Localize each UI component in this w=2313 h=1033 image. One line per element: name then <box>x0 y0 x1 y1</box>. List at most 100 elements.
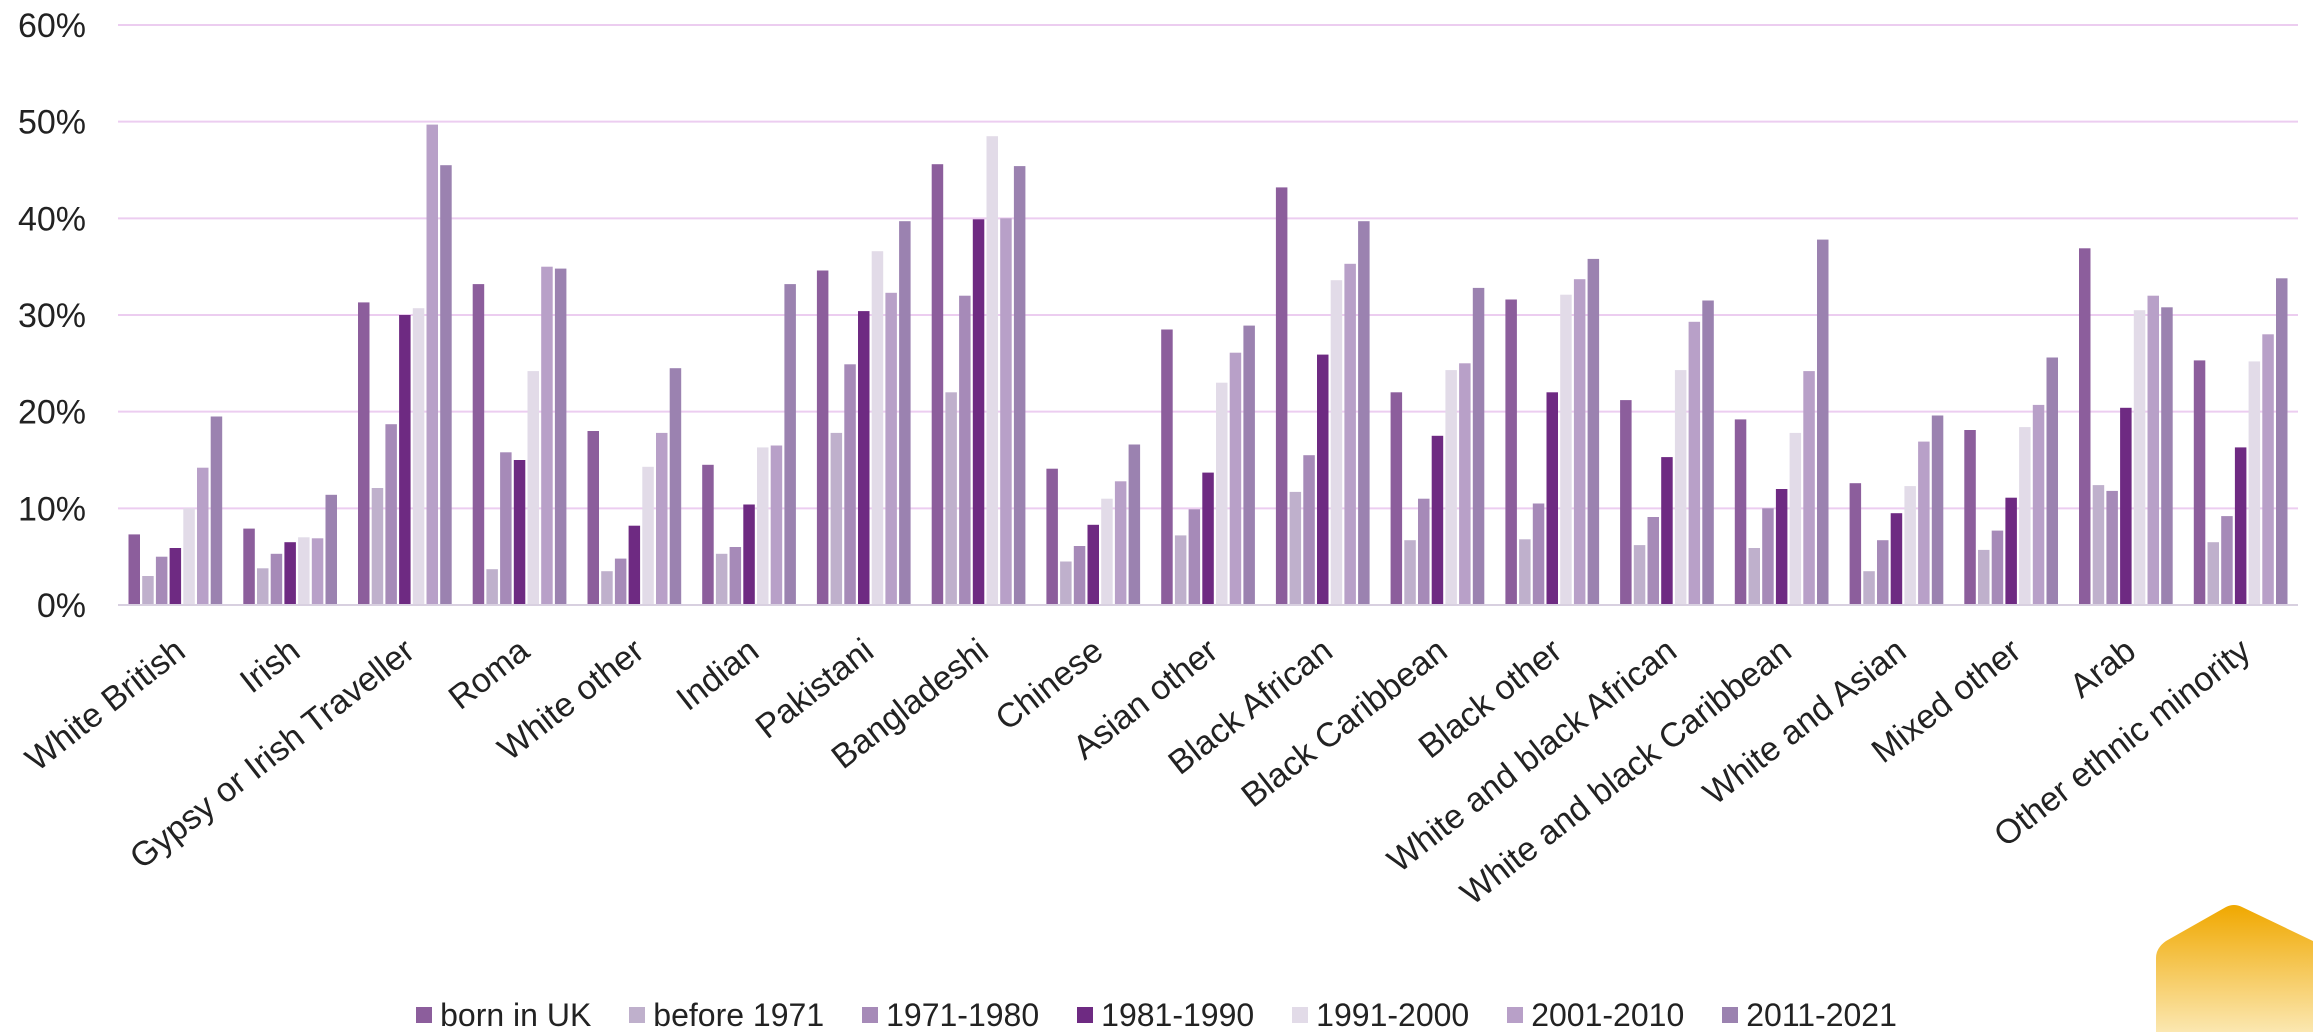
legend-swatch <box>862 1007 879 1023</box>
bar <box>500 452 512 605</box>
bar <box>1661 457 1673 605</box>
bar <box>1890 513 1903 605</box>
bar <box>1174 535 1187 605</box>
x-tick-label: Black Caribbean <box>1234 631 1454 815</box>
bar <box>1161 329 1173 605</box>
bar <box>1775 489 1788 605</box>
legend-swatch <box>1077 1007 1094 1023</box>
bar <box>972 219 985 606</box>
legend-item: 1991-2000 <box>1292 997 1469 1033</box>
bar <box>1674 370 1687 605</box>
bar <box>715 553 728 605</box>
bar <box>931 164 944 605</box>
bar <box>1344 263 1356 605</box>
bar <box>1978 549 1990 605</box>
legend-label: before 1971 <box>653 997 825 1033</box>
bar <box>243 528 255 605</box>
x-tick-label: White British <box>19 631 193 778</box>
bar <box>899 221 911 605</box>
bar <box>1073 546 1086 605</box>
bar <box>1418 498 1430 605</box>
bar <box>614 558 627 605</box>
bar <box>412 308 425 605</box>
bar <box>1289 491 1302 605</box>
bar <box>399 315 411 605</box>
bar <box>1472 287 1485 605</box>
bar <box>986 136 998 605</box>
legend-label: 2001-2010 <box>1531 997 1685 1033</box>
bar <box>541 266 553 605</box>
legend-item: 2011-2021 <box>1722 997 1897 1033</box>
bar <box>2161 307 2173 605</box>
bar <box>669 368 682 605</box>
bar <box>1633 545 1646 605</box>
bar <box>1904 486 1916 605</box>
bar <box>2248 361 2261 605</box>
bar <box>2262 334 2274 605</box>
legend-swatch <box>1292 1007 1309 1023</box>
y-tick-label: 30% <box>18 297 86 335</box>
bar <box>2207 542 2219 605</box>
x-tick-label: Arab <box>2063 631 2143 705</box>
bar <box>1114 481 1127 605</box>
bar <box>2032 404 2045 605</box>
bar <box>1877 540 1889 605</box>
bar <box>1013 166 1026 605</box>
bar <box>527 371 539 605</box>
bar <box>1762 508 1774 605</box>
legend-swatch <box>1722 1007 1739 1023</box>
bar <box>2147 295 2159 605</box>
bar <box>128 534 140 605</box>
bar <box>1000 218 1012 606</box>
bar <box>1702 300 1714 605</box>
bar <box>1803 371 1815 605</box>
bar <box>2193 360 2206 605</box>
bar <box>1188 509 1201 605</box>
bar <box>2106 490 2118 605</box>
y-tick-label: 50% <box>18 104 86 142</box>
legend-item: 1981-1990 <box>1077 997 1254 1033</box>
bar <box>729 547 742 605</box>
legend-item: before 1971 <box>629 997 824 1033</box>
bar <box>945 392 957 605</box>
bar <box>325 494 337 605</box>
bar <box>426 124 438 605</box>
bar <box>2221 516 2233 605</box>
bar <box>1931 415 1944 605</box>
bar <box>757 447 769 605</box>
bar <box>1243 325 1255 605</box>
bar <box>1734 419 1747 605</box>
y-axis-tick-labels: 0% 10% 20% 30% 40% 50% 60% <box>18 7 86 625</box>
bar <box>554 268 567 605</box>
bar <box>1445 370 1457 605</box>
bar <box>142 576 154 605</box>
bar <box>830 432 843 605</box>
legend-item: 1971-1980 <box>862 997 1039 1033</box>
bar <box>1087 524 1099 605</box>
y-tick-label: 60% <box>18 7 86 45</box>
bar <box>1849 483 1862 605</box>
bar <box>601 571 613 605</box>
bar <box>1532 503 1545 605</box>
bars <box>128 124 2288 606</box>
bar <box>628 525 641 605</box>
bar <box>1330 280 1343 605</box>
bar <box>2079 248 2091 606</box>
bar <box>816 270 829 605</box>
bar <box>1128 444 1141 605</box>
bar <box>1390 392 1403 605</box>
bar <box>513 460 526 605</box>
bar <box>885 292 897 605</box>
x-tick-label: Roma <box>442 631 537 717</box>
y-tick-label: 40% <box>18 200 86 238</box>
bar <box>1317 354 1329 605</box>
legend-label: 1971-1980 <box>886 997 1040 1033</box>
bar <box>1358 221 1370 605</box>
bar <box>197 467 209 605</box>
bar <box>169 548 182 605</box>
bar <box>959 295 971 605</box>
y-tick-label: 0% <box>37 587 86 625</box>
legend-item: born in UK <box>416 997 591 1033</box>
bar <box>183 508 195 605</box>
bar <box>1620 400 1632 605</box>
